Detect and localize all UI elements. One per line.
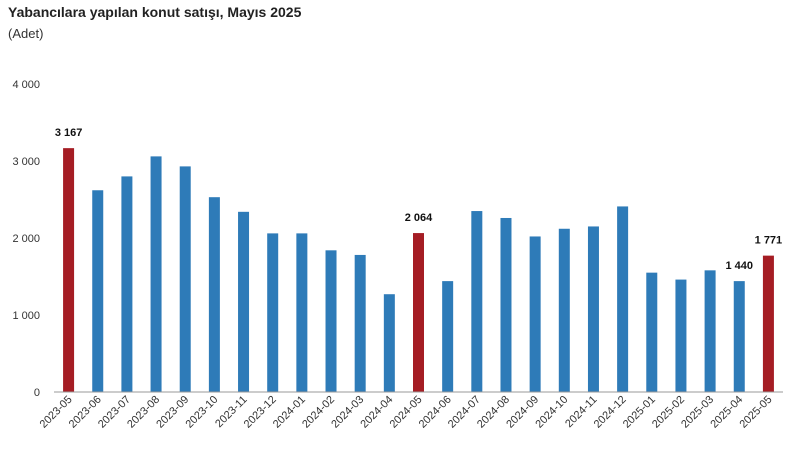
x-tick-label: 2025-05 [738, 394, 775, 431]
bar [208, 197, 220, 392]
bar-highlighted [413, 233, 424, 392]
bar-highlighted [63, 148, 75, 392]
bar [733, 281, 745, 392]
bar [383, 294, 395, 392]
bar [471, 211, 483, 392]
bar [325, 250, 337, 392]
data-label: 1 771 [755, 235, 783, 247]
y-tick-label: 2 000 [12, 233, 40, 245]
data-label: 1 440 [725, 260, 753, 272]
bar [267, 233, 279, 392]
bar [179, 166, 191, 392]
bar-highlighted [762, 255, 774, 392]
bar [296, 233, 308, 392]
y-tick-label: 4 000 [12, 79, 40, 91]
y-tick-label: 0 [34, 387, 40, 399]
bar [704, 270, 716, 392]
bar [121, 176, 133, 392]
bar [646, 272, 658, 392]
x-tick-label: 2024-10 [533, 394, 570, 431]
bar [92, 190, 104, 392]
chart-subtitle: (Adet) [8, 26, 44, 41]
bar [238, 211, 250, 392]
chart-title: Yabancılara yapılan konut satışı, Mayıs … [8, 4, 302, 20]
bar [587, 226, 599, 392]
bar [617, 206, 629, 392]
data-label: 3 167 [55, 127, 83, 139]
y-tick-label: 1 000 [12, 310, 40, 322]
x-tick-label: 2023-10 [183, 394, 220, 431]
bar [529, 236, 541, 392]
bar [354, 254, 366, 392]
bar [150, 156, 162, 392]
bar [500, 217, 512, 392]
bar [558, 228, 570, 392]
y-tick-label: 3 000 [12, 156, 40, 168]
data-label: 2 064 [405, 212, 433, 224]
bar [442, 281, 454, 392]
bar [675, 279, 687, 392]
